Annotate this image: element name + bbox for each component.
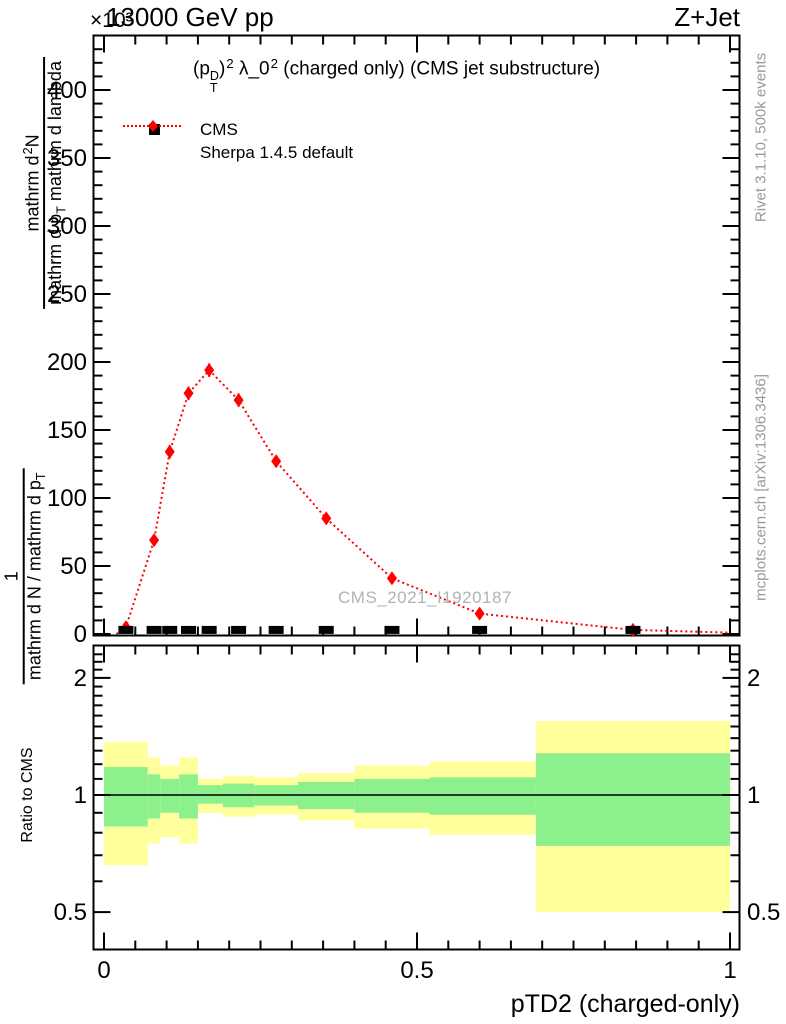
svg-text:0: 0 — [74, 621, 87, 648]
svg-text:0.5: 0.5 — [747, 899, 780, 926]
y-axis-label-d2n-fraction: mathrm d2N mathrm d pT mathrm d lambda — [21, 33, 69, 333]
sherpa-diamond-marker — [233, 393, 244, 408]
analysis-watermark: CMS_2021_I1920187 — [338, 588, 512, 607]
sherpa-diamond-marker — [204, 363, 215, 378]
cms-square-marker — [146, 625, 162, 634]
sherpa-series — [115, 363, 731, 637]
ratio-y-axis-title: Ratio to CMS — [19, 747, 36, 843]
process-label: Z+Jet — [674, 2, 740, 32]
legend-item-label: CMS — [200, 119, 238, 139]
cms-series — [118, 625, 641, 634]
svg-text:300: 300 — [47, 213, 87, 240]
svg-text:350: 350 — [47, 145, 87, 172]
x-axis-title: pTD2 (charged-only) — [510, 990, 740, 1018]
svg-text:1: 1 — [723, 957, 736, 984]
sherpa-diamond-marker — [271, 454, 282, 469]
cms-square-marker — [318, 625, 334, 634]
sherpa-diamond-marker — [149, 533, 160, 548]
observable-title: (p D T)2 λ_02 (charged only) (CMS jet subs… — [193, 56, 601, 96]
rivet-version-note: Rivet 3.1.10, 500k events — [752, 52, 770, 223]
beam-energy-title: 13000 GeV pp — [106, 2, 274, 32]
svg-text:1: 1 — [747, 782, 760, 809]
cms-square-marker — [231, 625, 247, 634]
cms-square-marker — [384, 625, 400, 634]
svg-text:250: 250 — [47, 281, 87, 308]
svg-text:400: 400 — [47, 77, 87, 104]
cms-square-marker — [472, 625, 488, 634]
mcplots-reference-note: mcplots.cern.ch [arXiv:1306.3436] — [752, 374, 770, 601]
y-axis-label-denominator: mathrm d N / mathrm d pT — [22, 468, 49, 685]
sherpa-diamond-marker — [183, 386, 194, 401]
ratio-uncertainty-bands — [104, 720, 730, 913]
svg-text:0.5: 0.5 — [54, 899, 87, 926]
y-axis-scale-multiplier: ×10³ — [90, 9, 133, 32]
axis-ticks — [94, 36, 739, 949]
svg-text:200: 200 — [47, 349, 87, 376]
svg-text:0.5: 0.5 — [400, 957, 433, 984]
y-axis-label-denominator: mathrm d pT mathrm d lambda — [43, 57, 69, 309]
svg-text:2: 2 — [74, 665, 87, 692]
panel-frames — [92, 34, 741, 951]
legend-item-label: Sherpa 1.4.5 default — [200, 142, 354, 162]
svg-text:100: 100 — [47, 485, 87, 512]
cms-square-marker — [625, 625, 641, 634]
svg-text:2: 2 — [747, 665, 760, 692]
sherpa-diamond-marker — [164, 444, 175, 459]
legend: CMS Sherpa 1.4.5 default — [122, 118, 353, 164]
cms-square-marker — [201, 625, 217, 634]
svg-text:50: 50 — [60, 553, 87, 580]
legend-item: Sherpa 1.4.5 default — [122, 120, 354, 164]
sherpa-diamond-marker — [386, 571, 397, 586]
sherpa-diamond-marker — [474, 606, 485, 621]
cms-square-marker — [118, 625, 134, 634]
y-axis-label-numerator: mathrm d2N — [21, 134, 43, 232]
sherpa-diamond-marker — [321, 511, 332, 526]
axis-tick-labels: 0 50 100 150 200 250 300 350 400 0.5 0.5 1 1 2 2 0 0.5 1 — [47, 77, 780, 984]
cms-square-marker — [181, 625, 197, 634]
svg-text:0: 0 — [97, 957, 110, 984]
svg-text:150: 150 — [47, 417, 87, 444]
svg-text:1: 1 — [74, 782, 87, 809]
y-axis-label-numerator: 1 — [1, 571, 22, 582]
cms-square-marker — [268, 625, 284, 634]
cms-square-marker — [162, 625, 178, 634]
y-axis-label-norm-fraction: 1 mathrm d N / mathrm d pT — [1, 468, 49, 685]
